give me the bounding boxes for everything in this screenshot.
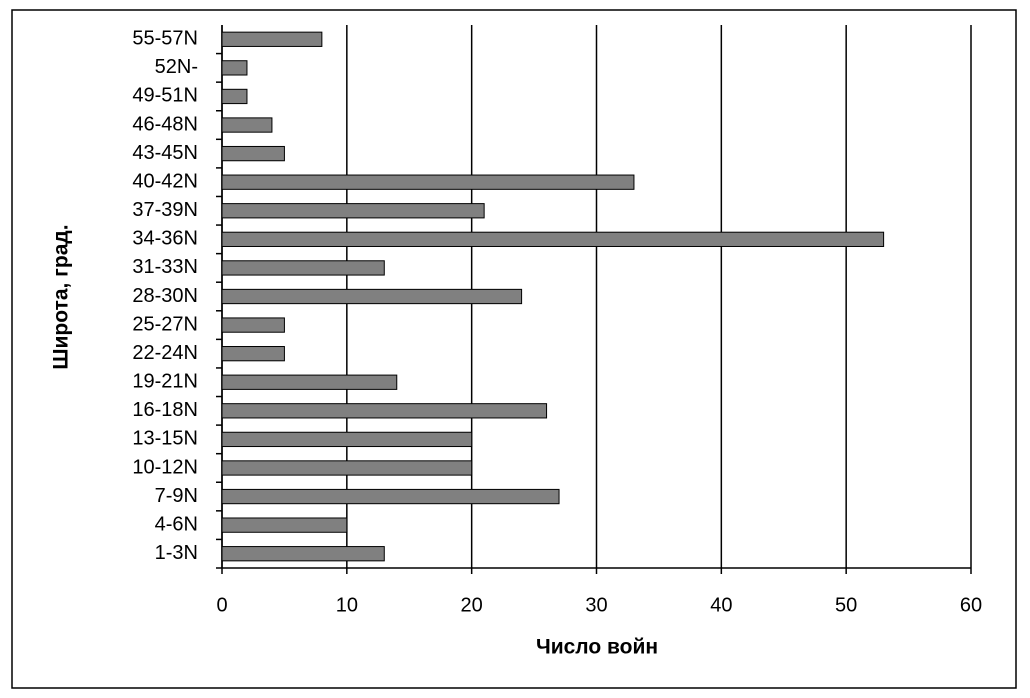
bar — [221, 460, 473, 476]
y-tick-label: 55-57N — [132, 28, 198, 50]
y-tick-label: 16-18N — [132, 399, 198, 421]
x-tick-label: 50 — [835, 594, 857, 616]
y-tick-label: 22-24N — [132, 342, 198, 364]
x-axis-title: Число войн — [536, 636, 658, 659]
x-tick-label: 60 — [960, 594, 982, 616]
bar — [221, 288, 523, 305]
chart-frame — [11, 9, 1017, 689]
bar — [221, 31, 323, 47]
y-tick-label: 28-30N — [132, 285, 198, 307]
y-tick-label: 49-51N — [132, 85, 198, 107]
bar — [221, 517, 348, 533]
x-tick-label: 10 — [336, 594, 358, 616]
y-tick-label: 43-45N — [132, 142, 198, 164]
y-axis-title: Широта, град. — [50, 224, 73, 369]
y-tick-label: 52N- — [155, 56, 198, 78]
y-tick-label: 31-33N — [132, 256, 198, 278]
x-tick-label: 40 — [710, 594, 732, 616]
y-tick-label: 46-48N — [132, 113, 198, 135]
y-tick-label: 37-39N — [132, 199, 198, 221]
bar — [221, 374, 398, 390]
bar — [221, 546, 385, 562]
y-tick-label: 4-6N — [155, 513, 198, 535]
bar — [221, 60, 248, 76]
bar — [221, 145, 285, 162]
x-tick-label: 30 — [585, 594, 607, 616]
bar — [221, 117, 273, 133]
y-tick-label: 19-21N — [132, 371, 198, 393]
bar — [221, 174, 635, 190]
y-tick-label: 10-12N — [132, 456, 198, 478]
y-tick-label: 34-36N — [132, 228, 198, 250]
bar — [221, 346, 285, 362]
bar — [221, 488, 560, 505]
y-tick-label: 7-9N — [155, 485, 198, 507]
y-tick-label: 25-27N — [132, 313, 198, 335]
bar — [221, 88, 248, 105]
bar — [221, 317, 285, 333]
bar — [221, 260, 385, 276]
x-tick-label: 20 — [461, 594, 483, 616]
bar — [221, 431, 473, 448]
y-tick-label: 1-3N — [155, 542, 198, 564]
bar — [221, 403, 548, 419]
bar — [221, 203, 485, 219]
bar — [221, 231, 885, 247]
x-tick-label: 0 — [216, 594, 227, 616]
y-tick-label: 13-15N — [132, 428, 198, 450]
y-tick-label: 40-42N — [132, 170, 198, 192]
